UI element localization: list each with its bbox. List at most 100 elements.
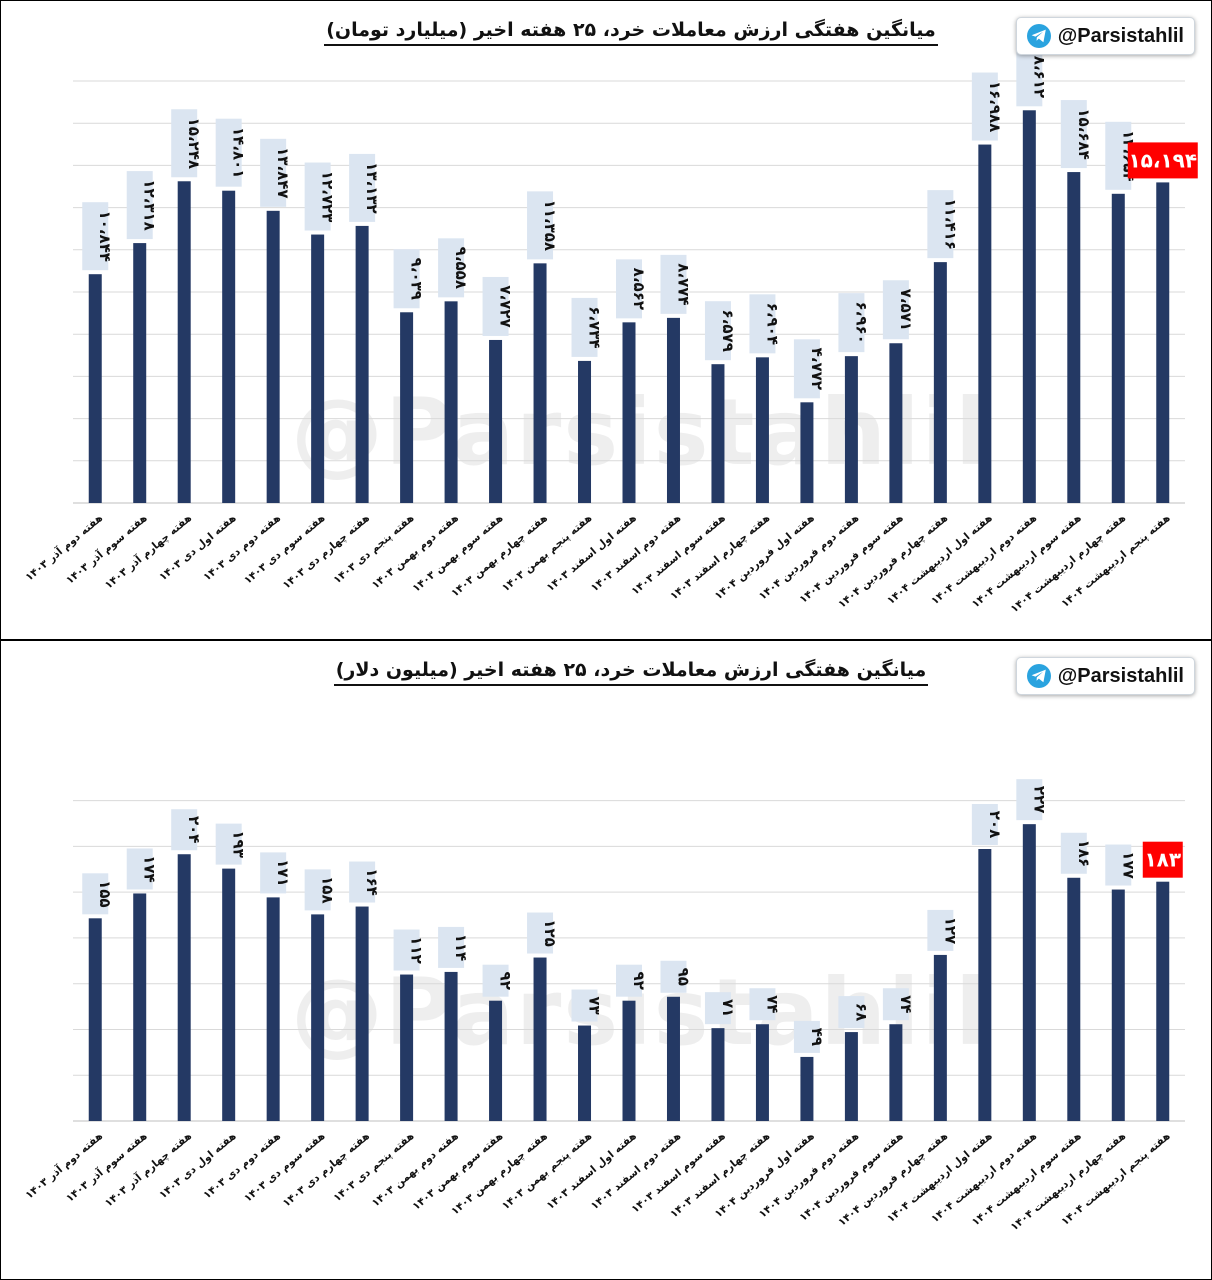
chart-panel-toman: @Parsistahlil ۱۰،۸۴۴ هفته دوم آذر ۱۴۰۳ ۱۲،… <box>0 0 1212 640</box>
data-label: ۲۰۴ <box>185 816 203 843</box>
data-label-bg <box>571 989 598 1022</box>
data-label-bg <box>438 926 465 968</box>
data-label-bg <box>749 988 776 1021</box>
data-label-bg <box>260 138 287 207</box>
bar <box>755 1024 769 1121</box>
data-label-bg <box>971 72 998 141</box>
data-label: ۱۴،۸۰۱ <box>230 127 248 178</box>
channel-handle: @Parsistahlil <box>1057 664 1184 687</box>
bar <box>1022 824 1036 1121</box>
x-tick-label: هفته اول دی ۱۴۰۳ <box>157 1130 239 1201</box>
x-tick-label: هفته دوم دی ۱۴۰۳ <box>201 1130 283 1201</box>
data-label-bg <box>1142 841 1183 878</box>
data-label-bg <box>349 153 376 222</box>
data-label: ۱۲۵ <box>541 919 559 946</box>
data-label: ۷۱ <box>719 999 737 1017</box>
bar <box>1111 193 1125 503</box>
x-tick-label: هفته پنجم دی ۱۴۰۳ <box>331 512 416 586</box>
bar <box>933 954 947 1121</box>
data-label-bg <box>1060 100 1087 169</box>
data-label: ۶،۹۶۰ <box>852 301 870 343</box>
channel-handle: @Parsistahlil <box>1057 24 1184 47</box>
data-label-bg <box>304 162 331 231</box>
data-label-bg <box>1105 121 1132 190</box>
data-label-bg <box>482 964 509 997</box>
bar <box>266 897 280 1121</box>
data-label: ۱۲۷ <box>941 917 959 944</box>
bar <box>222 868 236 1121</box>
data-label-bg <box>971 804 998 845</box>
bar <box>666 317 680 503</box>
bar <box>400 974 414 1121</box>
data-label: ۱۲،۷۲۳ <box>319 171 337 222</box>
data-label: ۱۲،۳۱۸ <box>141 179 159 230</box>
bar <box>711 364 725 503</box>
data-label: ۱۷۴ <box>141 855 159 882</box>
bar <box>222 190 236 503</box>
x-tick-label: هفته دوم بهمن ۱۴۰۳ <box>370 1130 461 1209</box>
bar <box>133 243 147 503</box>
data-label-bg <box>215 823 242 865</box>
data-label-bg <box>1060 832 1087 874</box>
telegram-icon <box>1026 664 1051 688</box>
data-label: ۱۱۲ <box>408 936 426 963</box>
data-label-bg <box>704 301 731 361</box>
x-tick-label: هفته چهارم آذر ۱۴۰۳ <box>102 511 194 591</box>
x-tick-label: هفته دوم آذر ۱۴۰۳ <box>23 511 105 583</box>
x-tick-label: هفته چهارم دی ۱۴۰۳ <box>281 512 372 591</box>
x-tick-label: هفته چهارم دی ۱۴۰۳ <box>281 1130 372 1209</box>
bar <box>1022 110 1036 503</box>
data-label-bg <box>215 118 242 187</box>
bar <box>978 144 992 503</box>
data-label: ۱۵،۲۴۸ <box>185 118 203 169</box>
bar <box>1067 877 1081 1121</box>
data-label-bg <box>704 992 731 1025</box>
bar <box>889 1024 903 1121</box>
data-label-bg <box>1127 142 1198 179</box>
chart-panel-dollar: @Parsistahlil ۱۵۵ هفته دوم آذر ۱۴۰۳ ۱۷۴ هفت… <box>0 640 1212 1280</box>
data-label-bg <box>482 276 509 336</box>
data-label: ۷،۷۲۷ <box>497 285 515 327</box>
data-label-bg <box>660 960 687 993</box>
data-label-bg <box>304 869 331 911</box>
x-tick-label: هفته دوم آذر ۱۴۰۳ <box>23 1129 105 1201</box>
data-label: ۷۴ <box>897 995 915 1013</box>
data-label: ۶۸ <box>852 1003 870 1021</box>
data-label-bg <box>171 109 198 178</box>
data-label: ۱۶۴ <box>363 868 381 895</box>
bar <box>177 854 191 1121</box>
channel-badge[interactable]: @Parsistahlil <box>1015 17 1195 55</box>
data-label: ۱۸،۶۱۲ <box>1030 47 1048 98</box>
data-label-bg <box>882 988 909 1021</box>
bar <box>133 893 147 1121</box>
data-label: ۹۵ <box>674 968 692 986</box>
data-label: ۱۸۳ <box>1144 848 1181 872</box>
data-label: ۴،۷۷۲ <box>808 348 826 390</box>
bar <box>711 1028 725 1121</box>
channel-badge[interactable]: @Parsistahlil <box>1015 657 1195 695</box>
data-label-bg <box>793 339 820 399</box>
data-label: ۶،۹۰۴ <box>763 303 781 345</box>
data-label: ۱۵۵ <box>96 880 114 907</box>
data-label: ۱۳،۸۴۷ <box>274 147 292 198</box>
data-label: ۴۹ <box>808 1028 826 1046</box>
bar <box>311 914 325 1121</box>
bar <box>266 210 280 503</box>
bar <box>1156 881 1170 1121</box>
data-label: ۲۰۸ <box>986 811 1004 838</box>
data-label-bg <box>126 848 153 890</box>
x-tick-label: هفته سوم آذر ۱۴۰۳ <box>63 1129 149 1204</box>
data-label-bg <box>126 171 153 240</box>
data-label-bg <box>1016 779 1043 821</box>
bar <box>844 356 858 503</box>
bar <box>578 360 592 503</box>
data-label-bg <box>260 852 287 894</box>
bar <box>88 274 102 503</box>
bar <box>400 312 414 503</box>
x-tick-label: هفته اول دی ۱۴۰۳ <box>157 512 239 583</box>
data-label-bg <box>82 202 109 271</box>
data-label: ۱۰،۸۴۴ <box>96 210 114 261</box>
bar <box>622 322 636 503</box>
bar <box>755 357 769 503</box>
bar <box>311 234 325 504</box>
